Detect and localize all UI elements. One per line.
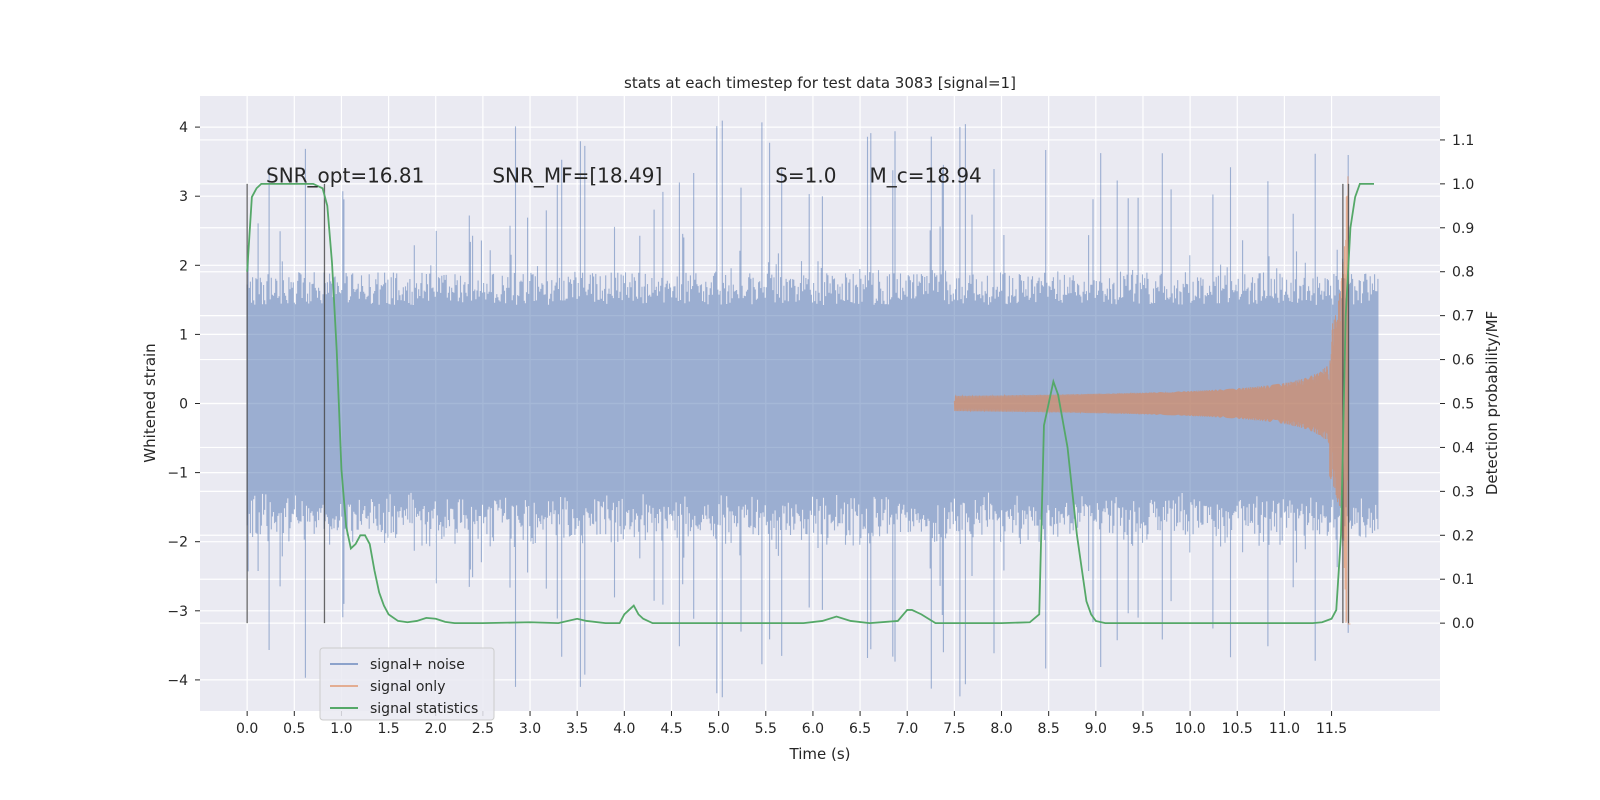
- y-axis-label: Whitened strain: [141, 343, 159, 462]
- x-tick-label: 11.0: [1269, 721, 1300, 737]
- x-tick-label: 4.0: [613, 721, 635, 737]
- x-tick-label: 1.5: [377, 721, 399, 737]
- x-tick-label: 4.5: [660, 721, 682, 737]
- x-tick-label: 1.0: [330, 721, 352, 737]
- legend-entry: signal+ noise: [370, 657, 465, 673]
- x-tick-label: 0.5: [283, 721, 305, 737]
- right-y-tick-label: 1.1: [1452, 133, 1474, 149]
- x-tick-label: 9.0: [1085, 721, 1107, 737]
- x-tick-label: 3.0: [519, 721, 541, 737]
- right-y-tick-label: 0.4: [1452, 440, 1474, 456]
- right-y-tick-label: 0.6: [1452, 353, 1474, 369]
- annotations: SNR_opt=16.81 SNR_MF=[18.49] S=1.0 M_c=18.9…: [266, 163, 982, 187]
- right-y-tick-label: 0.1: [1452, 572, 1474, 588]
- right-y-tick-label: 0.2: [1452, 528, 1474, 544]
- right-y-tick-label: 0.5: [1452, 397, 1474, 413]
- x-axis-label: Time (s): [789, 745, 851, 763]
- right-y-axis-label: Detection probability/MF: [1483, 311, 1501, 495]
- x-tick-label: 8.0: [990, 721, 1012, 737]
- right-y-tick-label: 0.8: [1452, 265, 1474, 281]
- x-tick-label: 8.5: [1038, 721, 1060, 737]
- x-tick-label: 7.5: [943, 721, 965, 737]
- x-tick-label: 11.5: [1316, 721, 1347, 737]
- legend: signal+ noise signal only signal statistic…: [319, 647, 495, 721]
- y-tick-label: 3: [179, 189, 188, 205]
- x-tick-label: 2.0: [425, 721, 447, 737]
- y-tick-label: 1: [179, 327, 188, 343]
- x-tick-label: 2.5: [472, 721, 494, 737]
- x-tick-label: 7.0: [896, 721, 918, 737]
- right-y-tick-label: 1.0: [1452, 177, 1474, 193]
- x-tick-label: 6.0: [802, 721, 824, 737]
- series-signal-only: [953, 176, 1351, 625]
- annotation-text: SNR_opt=16.81: [266, 163, 424, 187]
- legend-box: [319, 647, 495, 721]
- right-y-tick-label: 0.3: [1452, 484, 1474, 500]
- x-tick-label: 10.0: [1175, 721, 1206, 737]
- x-tick-label: 0.0: [236, 721, 258, 737]
- x-tick-label: 5.5: [755, 721, 777, 737]
- right-y-tick-label: 0.0: [1452, 616, 1474, 632]
- x-tick-label: 5.0: [707, 721, 729, 737]
- right-y-tick-label: 0.7: [1452, 309, 1474, 325]
- annotation-text: SNR_MF=[18.49]: [492, 163, 662, 187]
- y-tick-label: 4: [179, 120, 188, 136]
- right-y-tick-label: 0.9: [1452, 221, 1474, 237]
- y-tick-label: −1: [167, 466, 188, 482]
- plot-layer: [246, 120, 1379, 698]
- axes: 0.0 0.5 1.0 1.5 2.0 2.5 3.0 3.5 4.0 4.5 5.0 5.5 6.0 6…: [167, 120, 1474, 737]
- annotation-text: S=1.0: [775, 163, 836, 187]
- y-tick-label: −3: [167, 604, 188, 620]
- x-tick-label: 3.5: [566, 721, 588, 737]
- legend-entry: signal statistics: [370, 701, 478, 717]
- series-signal-statistics: [246, 182, 1374, 625]
- annotation-text: M_c=18.94: [870, 163, 982, 187]
- x-tick-label: 10.5: [1222, 721, 1253, 737]
- chart-title: stats at each timestep for test data 308…: [624, 74, 1016, 92]
- y-tick-label: −4: [167, 673, 188, 689]
- y-tick-label: 2: [179, 258, 188, 274]
- y-tick-label: 0: [179, 397, 188, 413]
- y-tick-label: −2: [167, 535, 188, 551]
- x-tick-label: 9.5: [1132, 721, 1154, 737]
- x-tick-label: 6.5: [849, 721, 871, 737]
- legend-entry: signal only: [370, 679, 445, 695]
